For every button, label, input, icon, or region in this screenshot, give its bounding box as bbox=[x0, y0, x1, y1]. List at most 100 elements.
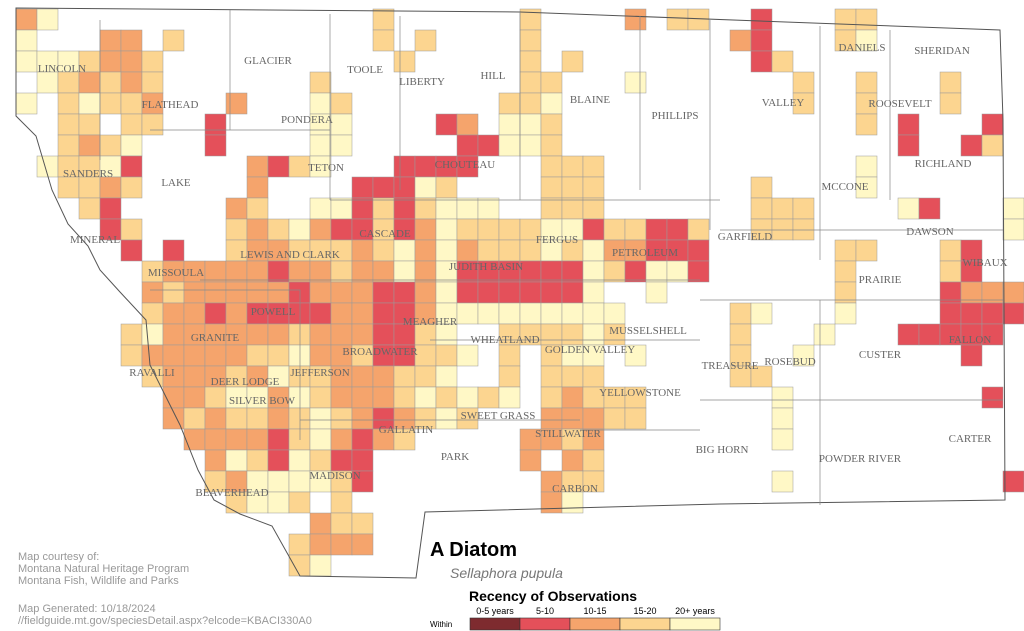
county-label: LAKE bbox=[161, 177, 191, 189]
occurrence-cell bbox=[645, 281, 668, 304]
occurrence-cell bbox=[372, 176, 395, 199]
occurrence-cell bbox=[540, 134, 563, 157]
occurrence-cell bbox=[435, 281, 458, 304]
occurrence-cell bbox=[267, 407, 290, 430]
county-label: FLATHEAD bbox=[142, 99, 199, 111]
occurrence-cell bbox=[792, 71, 815, 94]
occurrence-cell bbox=[288, 323, 311, 346]
occurrence-cell bbox=[477, 386, 500, 409]
occurrence-cell bbox=[120, 134, 143, 157]
occurrence-cell bbox=[330, 302, 353, 325]
occurrence-cell bbox=[330, 260, 353, 283]
occurrence-cell bbox=[540, 386, 563, 409]
occurrence-cell bbox=[351, 365, 374, 388]
occurrence-cell bbox=[750, 50, 773, 73]
occurrence-cell bbox=[120, 113, 143, 136]
occurrence-cell bbox=[309, 155, 332, 178]
occurrence-cell bbox=[351, 176, 374, 199]
occurrence-cell bbox=[246, 344, 269, 367]
occurrence-cell bbox=[351, 533, 374, 556]
occurrence-cell bbox=[225, 92, 248, 115]
source-url: //fieldguide.mt.gov/speciesDetail.aspx?e… bbox=[18, 615, 312, 627]
occurrence-cell bbox=[813, 323, 836, 346]
occurrence-cell bbox=[540, 323, 563, 346]
occurrence-cell bbox=[477, 239, 500, 262]
county-label: BIG HORN bbox=[696, 444, 749, 456]
occurrence-cell bbox=[855, 155, 878, 178]
occurrence-cell bbox=[204, 260, 227, 283]
occurrence-cell bbox=[918, 197, 941, 220]
occurrence-cell bbox=[204, 449, 227, 472]
occurrence-cell bbox=[729, 323, 752, 346]
occurrence-cell bbox=[834, 302, 857, 325]
occurrence-cell bbox=[687, 239, 710, 262]
occurrence-cell bbox=[582, 197, 605, 220]
occurrence-cell bbox=[120, 50, 143, 73]
county-label: PHILLIPS bbox=[651, 110, 698, 122]
occurrence-cell bbox=[498, 281, 521, 304]
occurrence-cell bbox=[99, 134, 122, 157]
occurrence-cell bbox=[351, 512, 374, 535]
occurrence-cell bbox=[414, 281, 437, 304]
occurrence-cell bbox=[288, 554, 311, 577]
occurrence-cell bbox=[981, 302, 1004, 325]
occurrence-cell bbox=[141, 281, 164, 304]
occurrence-cell bbox=[561, 155, 584, 178]
occurrence-cell bbox=[456, 407, 479, 430]
occurrence-cell bbox=[15, 92, 38, 115]
legend-swatch bbox=[669, 617, 721, 631]
occurrence-cell bbox=[120, 344, 143, 367]
occurrence-cell bbox=[36, 71, 59, 94]
occurrence-cell bbox=[372, 239, 395, 262]
occurrence-cell bbox=[435, 176, 458, 199]
occurrence-cell bbox=[540, 365, 563, 388]
occurrence-cell bbox=[309, 134, 332, 157]
occurrence-cell bbox=[519, 29, 542, 52]
occurrence-cell bbox=[519, 302, 542, 325]
occurrence-cell bbox=[267, 323, 290, 346]
county-label: FALLON bbox=[949, 334, 992, 346]
occurrence-cell bbox=[750, 302, 773, 325]
occurrence-cell bbox=[372, 260, 395, 283]
occurrence-cell bbox=[246, 407, 269, 430]
occurrence-cell bbox=[477, 134, 500, 157]
occurrence-cell bbox=[939, 260, 962, 283]
occurrence-cell bbox=[540, 302, 563, 325]
occurrence-cell bbox=[393, 239, 416, 262]
occurrence-cell bbox=[225, 407, 248, 430]
occurrence-cell bbox=[561, 449, 584, 472]
occurrence-cell bbox=[498, 113, 521, 136]
grid-cells bbox=[15, 8, 1024, 577]
occurrence-cell bbox=[309, 428, 332, 451]
county-label: MISSOULA bbox=[148, 267, 204, 279]
occurrence-cell bbox=[771, 197, 794, 220]
occurrence-cell bbox=[603, 218, 626, 241]
occurrence-cell bbox=[624, 8, 647, 31]
occurrence-cell bbox=[414, 239, 437, 262]
occurrence-cell bbox=[456, 134, 479, 157]
occurrence-cell bbox=[729, 29, 752, 52]
occurrence-cell bbox=[288, 260, 311, 283]
occurrence-cell bbox=[981, 134, 1004, 157]
county-label: MCCONE bbox=[821, 181, 868, 193]
occurrence-cell bbox=[351, 239, 374, 262]
legend-label: 15-20 bbox=[633, 606, 656, 616]
occurrence-cell bbox=[624, 260, 647, 283]
occurrence-cell bbox=[309, 260, 332, 283]
occurrence-cell bbox=[309, 344, 332, 367]
occurrence-cell bbox=[204, 281, 227, 304]
occurrence-cell bbox=[456, 344, 479, 367]
occurrence-cell bbox=[372, 365, 395, 388]
occurrence-cell bbox=[393, 365, 416, 388]
occurrence-cell bbox=[351, 323, 374, 346]
legend-label: 20+ years bbox=[675, 606, 715, 616]
occurrence-cell bbox=[582, 365, 605, 388]
occurrence-cell bbox=[204, 407, 227, 430]
county-label: CHOUTEAU bbox=[435, 159, 496, 171]
occurrence-cell bbox=[288, 491, 311, 514]
occurrence-cell bbox=[120, 92, 143, 115]
occurrence-cell bbox=[519, 281, 542, 304]
occurrence-cell bbox=[435, 344, 458, 367]
county-label: CUSTER bbox=[859, 349, 902, 361]
